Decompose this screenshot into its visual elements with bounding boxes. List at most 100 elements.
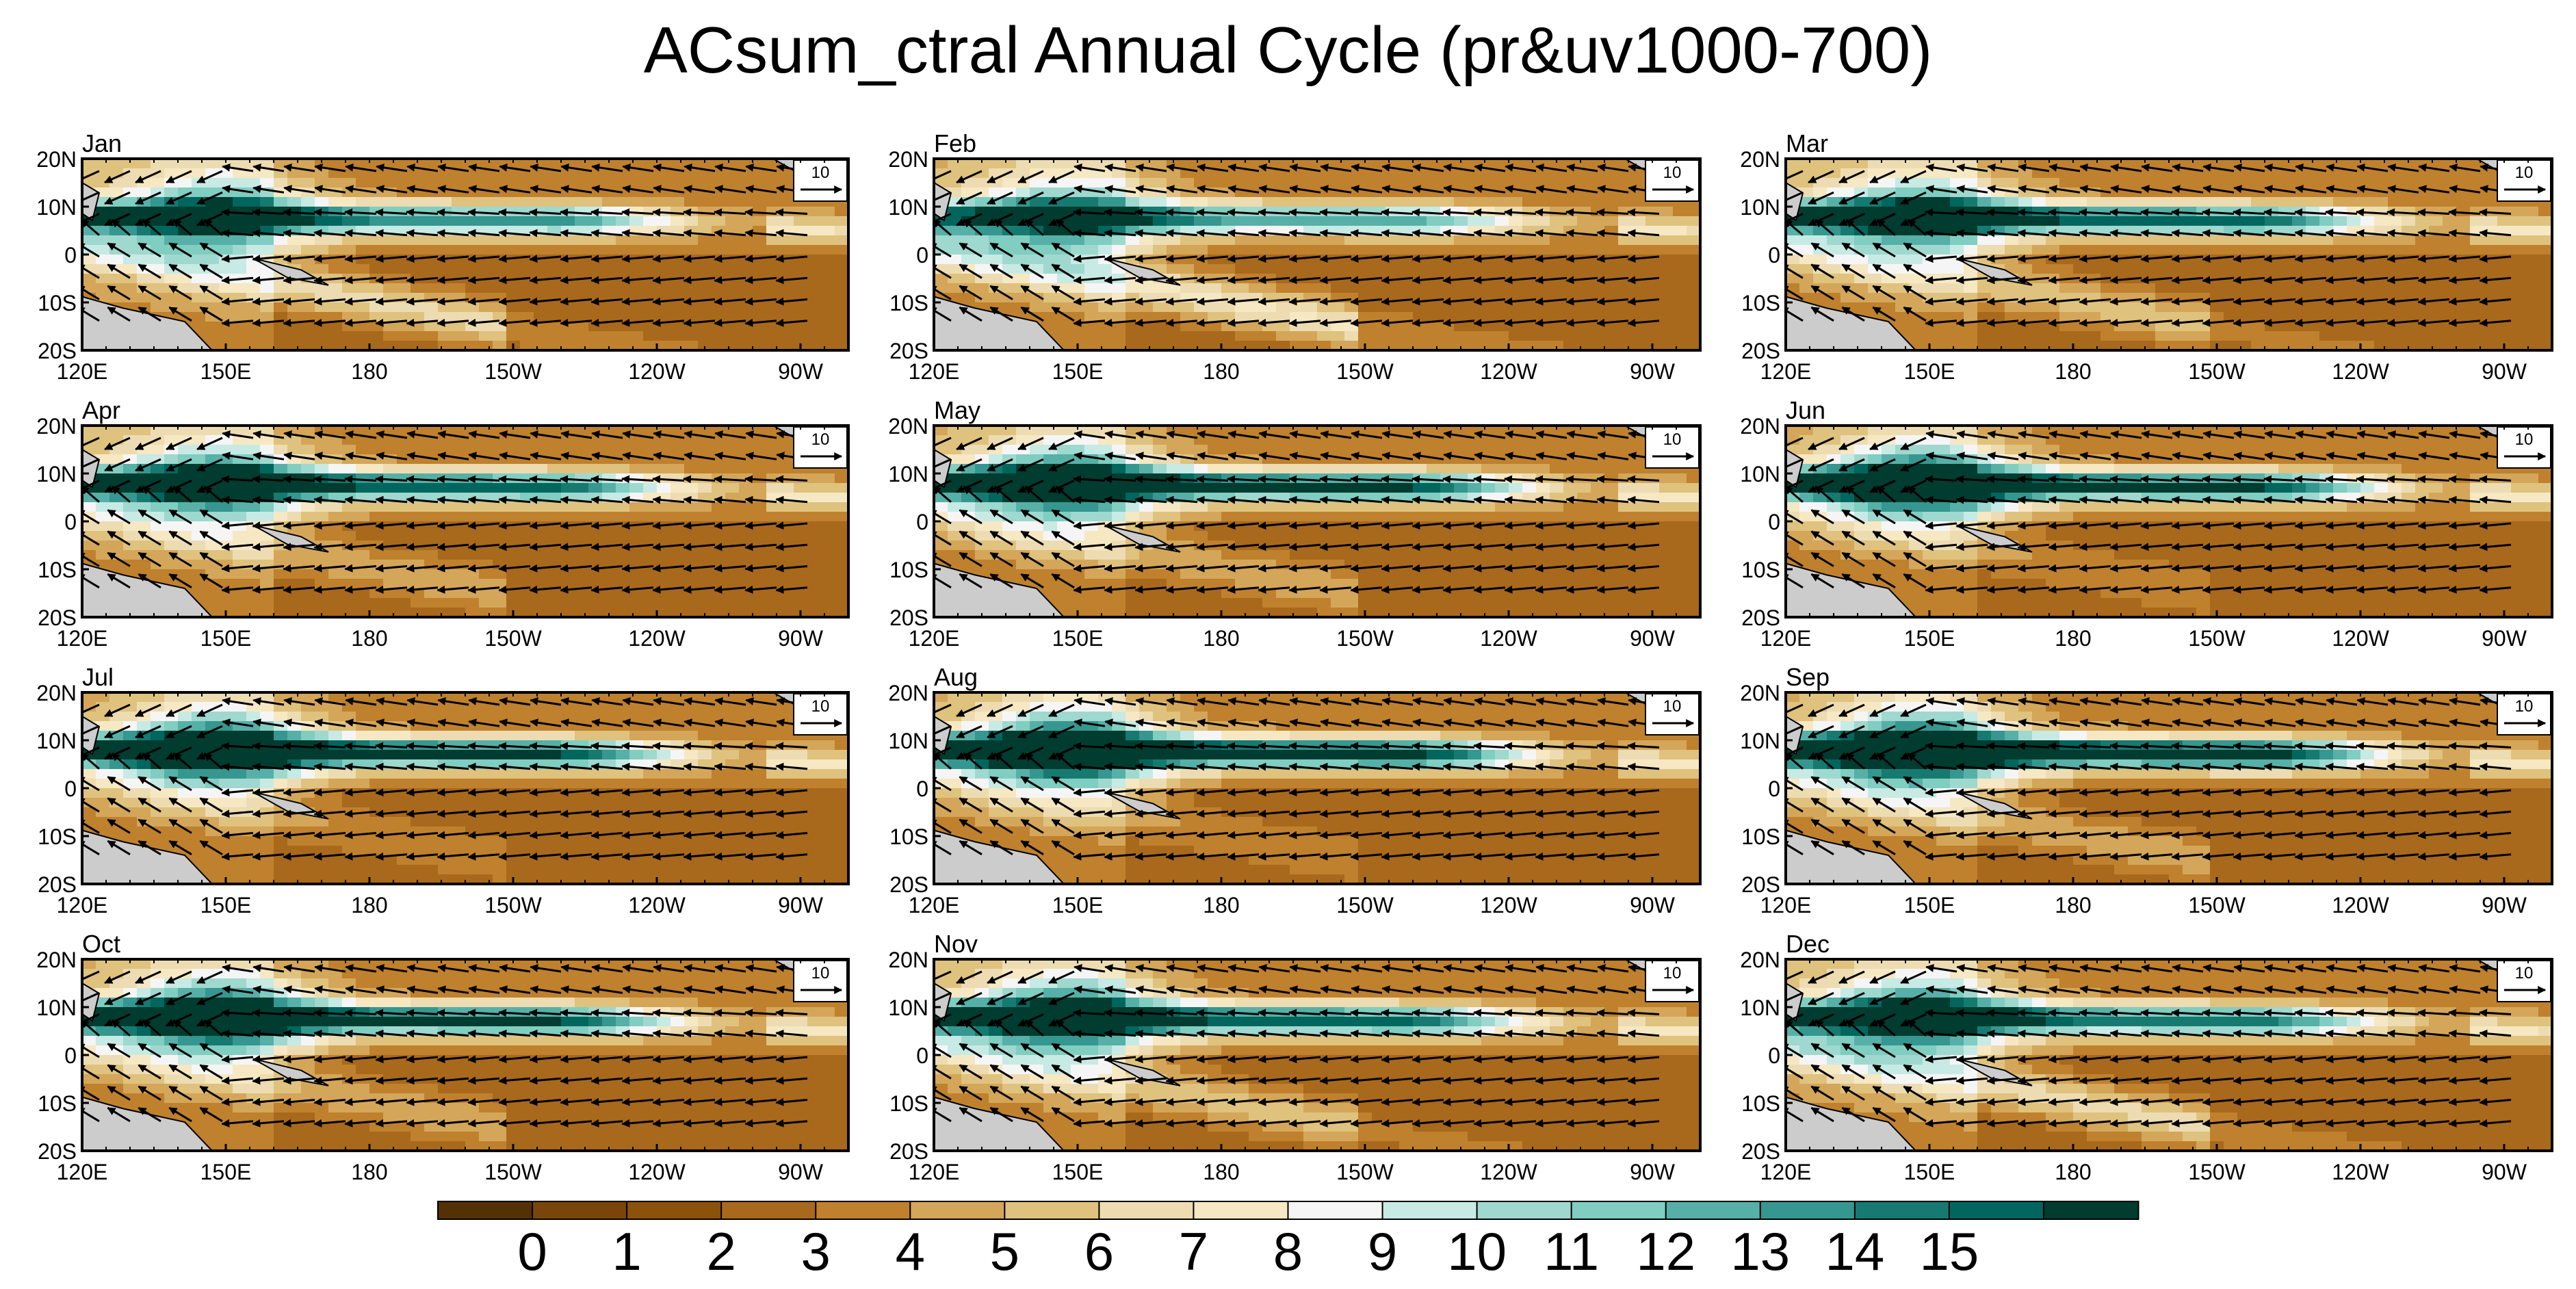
x-tick-label: 120E (1760, 359, 1812, 384)
x-tick-label: 120W (628, 626, 686, 651)
y-tick-label: 0 (64, 1043, 77, 1068)
x-tick-label: 90W (1630, 1160, 1676, 1184)
philippines-land (1786, 982, 1804, 1022)
reference-vector-label: 10 (811, 164, 830, 182)
panel-label: Jan (82, 129, 122, 157)
y-tick-label: 20N (36, 414, 77, 439)
colorbar-label: 1 (612, 1221, 641, 1281)
panel-label: Oct (82, 930, 120, 958)
y-tick-label: 10S (889, 291, 928, 315)
reference-vector-box (793, 960, 848, 1002)
reference-vector-label: 10 (2515, 430, 2534, 449)
y-tick-label: 10N (888, 995, 928, 1020)
panel-label: Nov (934, 930, 978, 958)
y-tick-label: 10S (38, 558, 77, 582)
colorbar-swatch (532, 1201, 628, 1220)
panel-field (1786, 692, 2552, 884)
reference-vector-box (1645, 693, 1700, 735)
x-tick-label: 90W (778, 1160, 824, 1184)
wind-vectors (934, 963, 1660, 1128)
x-tick-label: 90W (1630, 893, 1676, 917)
reference-vector-box (2497, 159, 2551, 202)
colorbar-swatch (1665, 1201, 1762, 1220)
y-tick-label: 10N (1740, 995, 1780, 1020)
philippines-land (1786, 448, 1804, 489)
panel-field (934, 959, 1700, 1151)
x-tick-label: 150W (484, 626, 542, 651)
x-tick-label: 120W (1480, 626, 1537, 651)
x-tick-label: 150W (2188, 626, 2246, 651)
colorbar-label: 10 (1447, 1221, 1507, 1281)
x-tick-label: 150E (1904, 1160, 1955, 1184)
x-tick-label: 150W (2188, 1160, 2246, 1184)
wind-vectors (82, 963, 808, 1128)
colorbar-label: 4 (896, 1221, 925, 1281)
panel-label: May (934, 396, 980, 424)
philippines-land (934, 181, 952, 222)
colorbar-swatch (720, 1201, 817, 1220)
y-tick-label: 20S (1741, 1139, 1780, 1164)
y-tick-label: 20S (889, 1139, 928, 1164)
colorbar-swatch (1570, 1201, 1667, 1220)
panel-field (934, 159, 1700, 350)
x-tick-label: 150W (2188, 893, 2246, 917)
reference-vector-label: 10 (811, 430, 830, 449)
x-tick-label: 120W (2332, 1160, 2389, 1184)
reference-vector-box (2497, 693, 2551, 735)
x-tick-label: 180 (351, 626, 387, 651)
y-tick-label: 0 (1768, 777, 1780, 801)
x-tick-label: 90W (1630, 359, 1676, 384)
x-tick-label: 150E (1052, 893, 1104, 917)
reference-vector-label: 10 (1663, 164, 1682, 182)
y-tick-label: 20N (1740, 147, 1780, 172)
x-tick-label: 150E (1052, 626, 1104, 651)
y-tick-label: 20S (38, 339, 77, 363)
x-tick-label: 180 (1203, 1160, 1239, 1184)
y-tick-label: 20S (1741, 872, 1780, 897)
y-tick-label: 0 (1768, 1043, 1780, 1068)
y-tick-label: 10S (38, 824, 77, 849)
x-tick-label: 120E (909, 359, 960, 384)
colorbar-swatch (1193, 1201, 1290, 1220)
y-tick-label: 0 (916, 777, 928, 801)
y-tick-label: 10S (38, 291, 77, 315)
x-tick-label: 180 (351, 1160, 387, 1184)
panel-label: Sep (1786, 663, 1830, 691)
y-tick-label: 10S (889, 558, 928, 582)
reference-vector-label: 10 (2515, 164, 2534, 182)
x-tick-label: 150W (2188, 359, 2246, 384)
panel-field (1786, 159, 2552, 350)
colorbar-swatch (815, 1201, 911, 1220)
y-tick-label: 20N (888, 414, 928, 439)
x-tick-label: 180 (2055, 1160, 2091, 1184)
x-tick-label: 150W (1336, 626, 1394, 651)
x-tick-label: 90W (2482, 1160, 2527, 1184)
colorbar-label: 0 (517, 1221, 547, 1281)
colorbar-swatch (1948, 1201, 2045, 1220)
x-tick-label: 150E (200, 893, 252, 917)
x-tick-label: 90W (778, 893, 824, 917)
y-tick-label: 10N (1740, 729, 1780, 753)
y-tick-label: 0 (1768, 510, 1780, 534)
x-tick-label: 180 (2055, 359, 2091, 384)
colorbar-swatch (1476, 1201, 1573, 1220)
y-tick-label: 10N (36, 995, 77, 1020)
y-tick-label: 20S (38, 606, 77, 630)
y-tick-label: 10N (888, 462, 928, 486)
y-tick-label: 10S (38, 1091, 77, 1116)
colorbar-swatch (1287, 1201, 1384, 1220)
colorbar-label: 9 (1368, 1221, 1397, 1281)
x-tick-label: 120E (57, 893, 108, 917)
colorbar-label: 12 (1636, 1221, 1695, 1281)
x-tick-label: 120E (909, 893, 960, 917)
y-tick-label: 0 (916, 243, 928, 268)
x-tick-label: 150E (1904, 359, 1955, 384)
reference-vector-box (793, 693, 848, 735)
colorbar-label: 15 (1920, 1221, 1979, 1281)
colorbar-swatch (2042, 1201, 2139, 1220)
y-tick-label: 0 (64, 510, 77, 534)
